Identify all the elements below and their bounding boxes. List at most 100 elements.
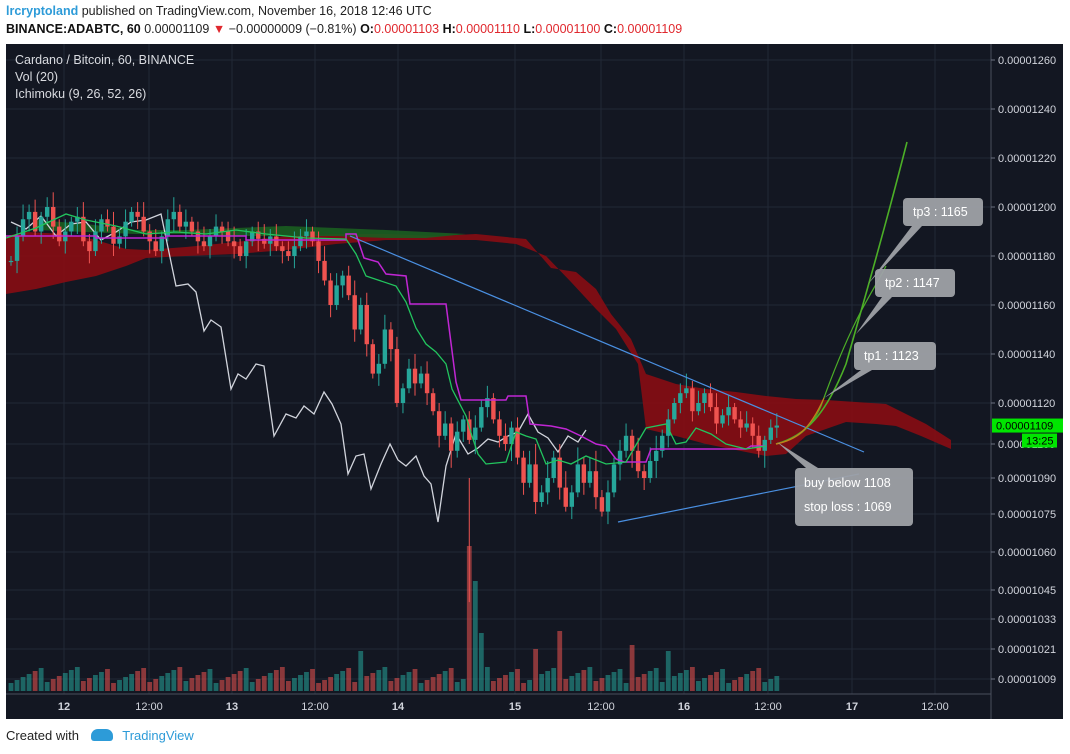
price-tick-label: 0.00001240: [998, 104, 1056, 116]
volume-bar: [177, 667, 183, 691]
candle-body: [533, 464, 538, 502]
candle-body: [99, 219, 104, 232]
volume-bar: [44, 682, 50, 691]
volume-bar: [599, 678, 605, 691]
candle-body: [629, 435, 635, 451]
candle-body: [448, 423, 454, 451]
candle-body: [726, 407, 731, 416]
volume-bar: [111, 683, 116, 691]
candle-body: [262, 238, 267, 244]
price-tick-label: 0.00001009: [998, 674, 1056, 686]
candle-body: [497, 419, 502, 436]
price-tick-label: 0.00001090: [998, 473, 1056, 485]
volume-bar: [587, 667, 593, 691]
volume-bar: [62, 673, 68, 691]
volume-bar: [207, 669, 213, 691]
candle-body: [702, 393, 707, 403]
volume-bar: [424, 680, 430, 691]
candle-body: [376, 363, 382, 374]
volume-bar: [671, 676, 677, 691]
down-arrow-icon: ▼: [212, 22, 226, 36]
volume-bar: [129, 674, 134, 691]
volume-bar: [346, 668, 352, 691]
candle-body: [660, 435, 665, 451]
volume-bar: [581, 670, 587, 691]
volume-bar: [418, 683, 424, 691]
candle-body: [678, 393, 683, 403]
volume-bar: [593, 681, 599, 691]
kumo-cloud-bearish: [6, 232, 951, 456]
candle-body: [219, 226, 225, 232]
tradingview-link[interactable]: TradingView: [122, 728, 194, 743]
buy-stop-callout-box[interactable]: [795, 468, 913, 526]
price-chart[interactable]: tp3 : 1165 tp2 : 1147 tp1 : 1123 buy below …: [6, 44, 1063, 719]
candle-body: [346, 275, 351, 296]
candle-body: [412, 368, 418, 384]
volume-bar: [484, 667, 490, 691]
candle-body: [587, 471, 593, 483]
candle-body: [418, 373, 424, 384]
volume-bar: [14, 680, 20, 691]
candle-body: [551, 457, 556, 478]
chart-title: Cardano / Bitcoin, 60, BINANCE: [15, 53, 195, 67]
candle-body: [563, 487, 568, 507]
volume-bar: [267, 673, 273, 691]
volume-bar: [448, 668, 454, 691]
volume-legend[interactable]: Vol (20): [15, 70, 59, 84]
candle-body: [774, 425, 780, 428]
candle-body: [696, 403, 701, 412]
candle-body: [684, 388, 689, 394]
volume-bar: [647, 671, 653, 691]
author-link[interactable]: lrcryptoland: [6, 4, 79, 18]
volume-bar: [436, 674, 442, 691]
candle-body: [322, 260, 327, 281]
price-tick-label: 0.00001220: [998, 153, 1056, 165]
last-price: 0.00001109: [144, 22, 210, 36]
candle-body: [714, 407, 719, 424]
volume-bar: [20, 677, 26, 691]
volume-bar: [720, 669, 725, 691]
candle-body: [623, 435, 629, 451]
volume-bar: [738, 677, 744, 691]
candle-body: [129, 211, 134, 222]
candle-body: [515, 427, 520, 458]
volume-bar: [521, 683, 526, 691]
candle-body: [105, 219, 110, 227]
volume-bar: [261, 676, 267, 691]
volume-bar: [105, 669, 110, 691]
volume-bar: [382, 667, 388, 691]
volume-bar: [195, 675, 201, 691]
tp1-callout-box[interactable]: [854, 342, 936, 370]
time-tick-label: 15: [509, 701, 521, 713]
candle-body: [358, 305, 363, 330]
candle-body: [32, 211, 38, 232]
candle-body: [147, 231, 152, 242]
annotation-label: tp1 : 1123: [864, 349, 919, 363]
countdown-badge: [1022, 433, 1057, 448]
candle-body: [286, 251, 291, 256]
time-tick-label: 12:00: [587, 701, 615, 713]
volume-bar: [527, 680, 532, 691]
close-value: 0.00001109: [617, 22, 683, 36]
volume-bar: [732, 680, 737, 691]
time-tick-label: 12:00: [301, 701, 329, 713]
chart-area[interactable]: tp3 : 1165 tp2 : 1147 tp1 : 1123 buy below …: [6, 44, 1063, 719]
volume-bar: [304, 672, 309, 691]
time-tick-label: 12:00: [754, 701, 782, 713]
close-label: C:: [603, 22, 618, 36]
price-tick-label: 0.00001033: [998, 614, 1056, 626]
volume-bar: [334, 674, 340, 691]
candle-body: [424, 373, 430, 394]
volume-bar: [497, 678, 502, 691]
tp2-callout-box[interactable]: [875, 269, 955, 297]
countdown-label: 13:25: [1026, 436, 1054, 448]
ichimoku-legend[interactable]: Ichimoku (9, 26, 52, 26): [15, 87, 147, 101]
candle-body: [75, 216, 80, 222]
volume-bar: [316, 683, 321, 691]
volume-bar: [406, 672, 412, 691]
volume-bar: [292, 678, 297, 691]
candle-body: [364, 305, 369, 345]
time-tick-label: 12:00: [921, 701, 949, 713]
tp3-callout-box[interactable]: [903, 198, 983, 226]
candle-body: [69, 221, 74, 232]
